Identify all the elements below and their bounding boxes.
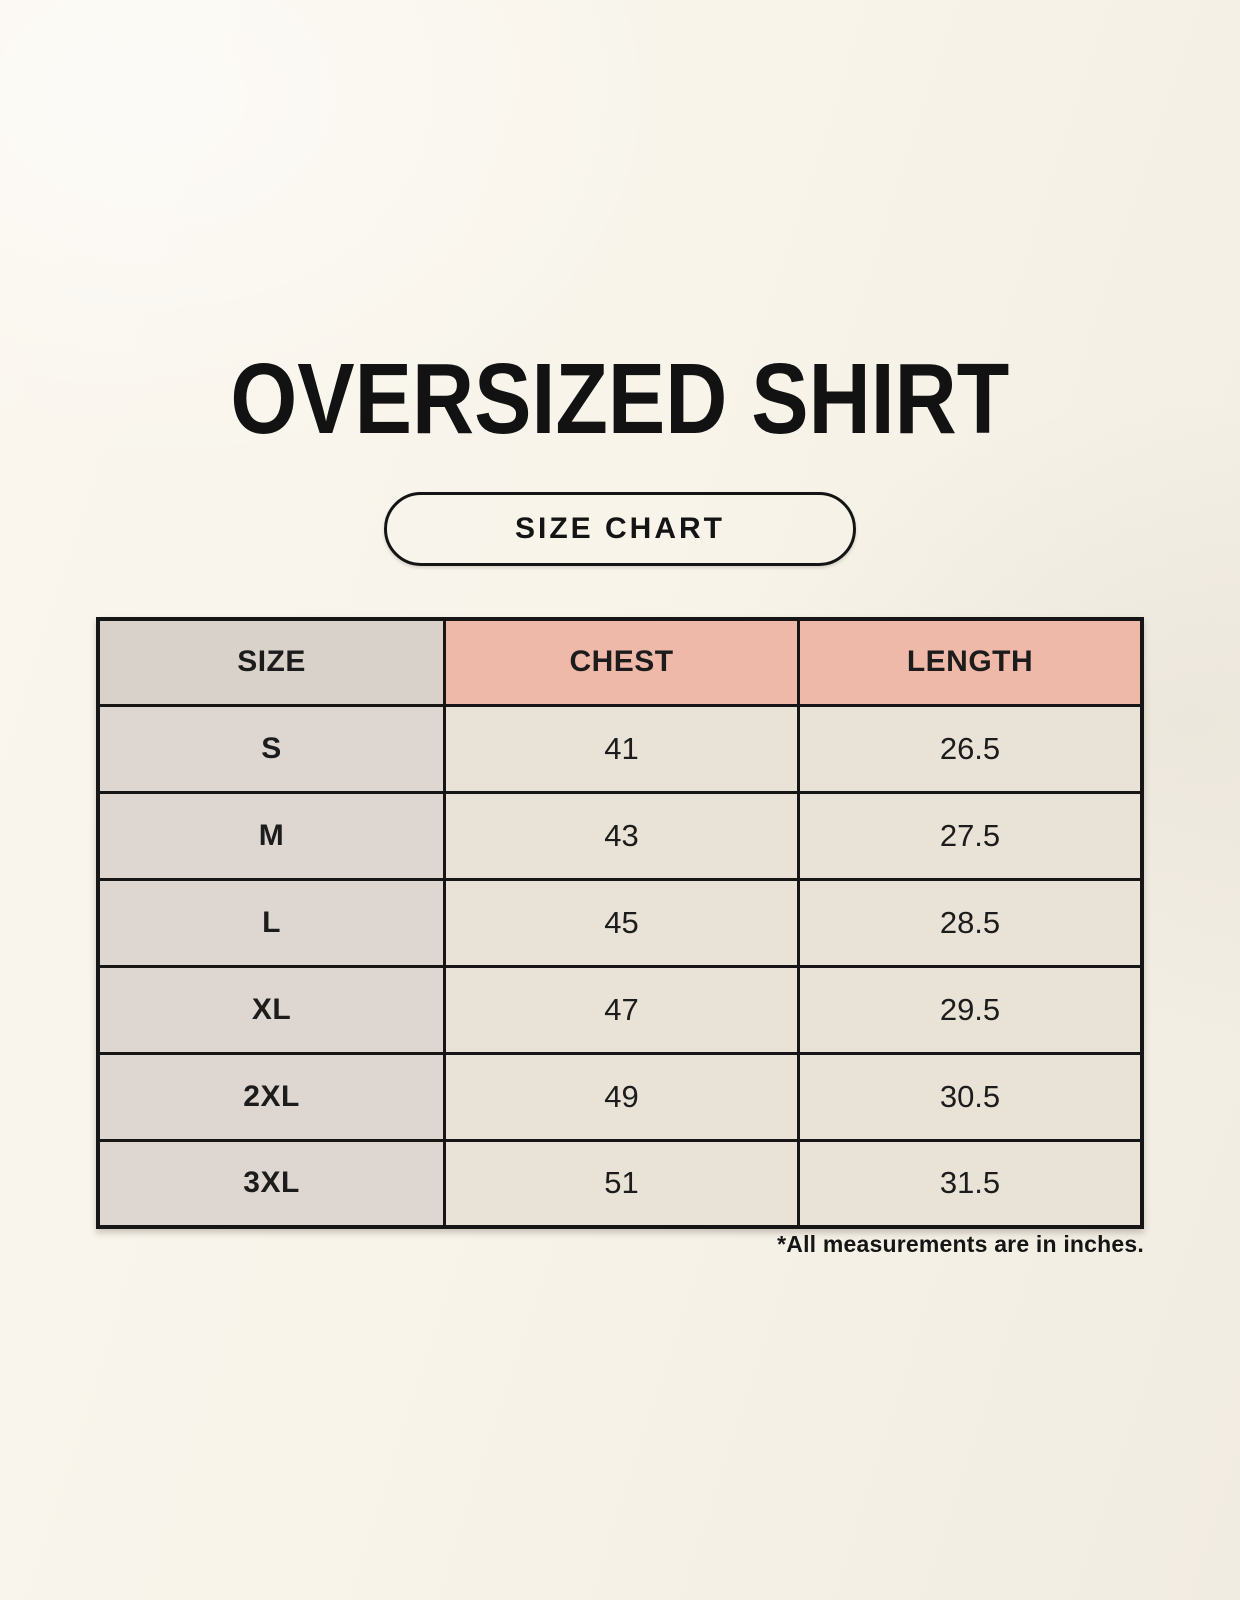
chest-value-cell: 47: [443, 964, 800, 1055]
table-row-xl: XL 47 29.5: [96, 964, 1144, 1055]
column-header-length: LENGTH: [797, 617, 1144, 707]
column-header-chest: CHEST: [443, 617, 800, 707]
table-header-row: SIZE CHEST LENGTH: [96, 617, 1144, 707]
length-value-cell: 26.5: [797, 703, 1144, 794]
page-title: OVERSIZED SHIRT: [0, 349, 1240, 449]
length-value-cell: 29.5: [797, 964, 1144, 1055]
size-label-cell: 3XL: [96, 1138, 447, 1229]
table-row-s: S 41 26.5: [96, 703, 1144, 794]
chest-value-cell: 41: [443, 703, 800, 794]
page-title-text: OVERSIZED SHIRT: [230, 343, 1010, 455]
size-chart-badge-button[interactable]: SIZE CHART: [384, 492, 856, 566]
table-row-3xl: 3XL 51 31.5: [96, 1138, 1144, 1229]
size-label-cell: L: [96, 877, 447, 968]
column-header-size: SIZE: [96, 617, 447, 707]
table-row-m: M 43 27.5: [96, 790, 1144, 881]
size-label-cell: S: [96, 703, 447, 794]
chest-value-cell: 45: [443, 877, 800, 968]
chest-value-cell: 43: [443, 790, 800, 881]
chest-value-cell: 51: [443, 1138, 800, 1229]
size-label-cell: XL: [96, 964, 447, 1055]
size-label-cell: M: [96, 790, 447, 881]
length-value-cell: 28.5: [797, 877, 1144, 968]
table-row-2xl: 2XL 49 30.5: [96, 1051, 1144, 1142]
length-value-cell: 27.5: [797, 790, 1144, 881]
size-label-cell: 2XL: [96, 1051, 447, 1142]
chest-value-cell: 49: [443, 1051, 800, 1142]
table-row-l: L 45 28.5: [96, 877, 1144, 968]
length-value-cell: 31.5: [797, 1138, 1144, 1229]
size-chart-table: SIZE CHEST LENGTH S 41 26.5 M 43 27.5 L …: [96, 617, 1144, 1229]
length-value-cell: 30.5: [797, 1051, 1144, 1142]
measurements-footnote: *All measurements are in inches.: [777, 1231, 1144, 1257]
